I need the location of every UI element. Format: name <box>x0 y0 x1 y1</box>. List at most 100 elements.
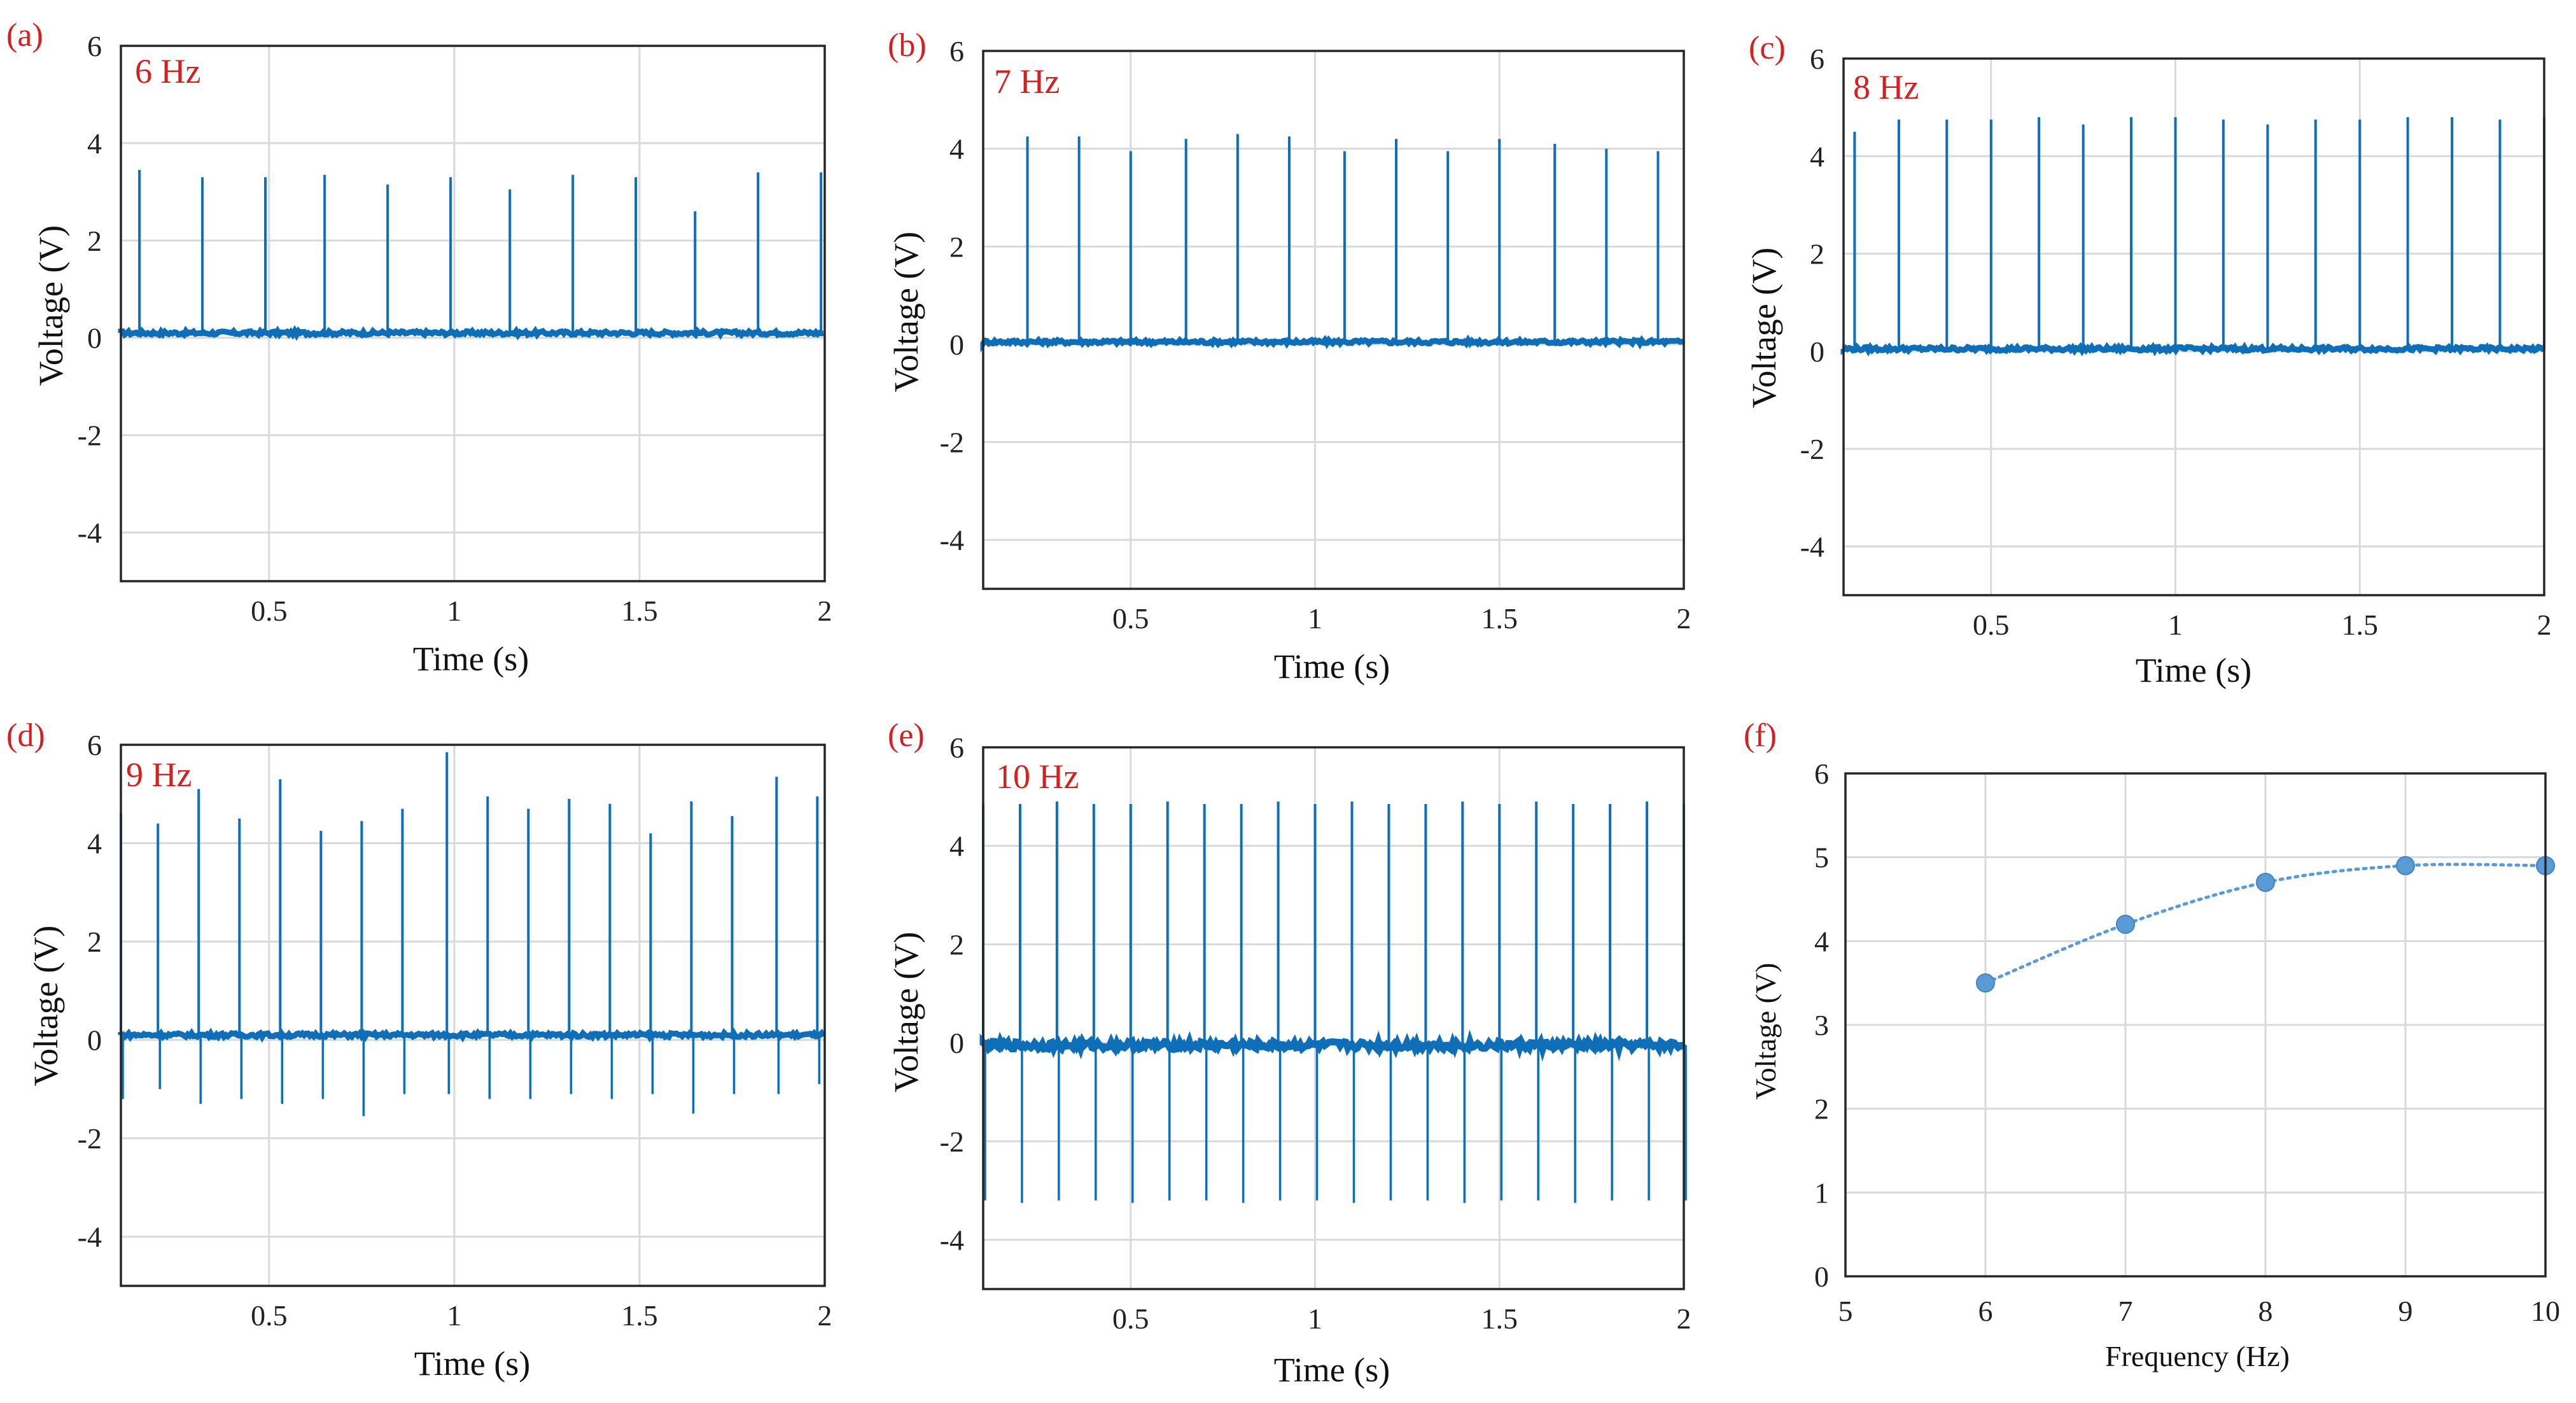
y-tick-label-b: 2 <box>949 230 964 263</box>
x-tick-label-c: 1 <box>2168 609 2183 641</box>
baseline-trace-b <box>980 334 1684 353</box>
y-tick-label-a: 4 <box>87 127 102 160</box>
panel-b: (b) 7 Hz Time (s) Voltage (V) 0.5 1 1.5 2 -4… <box>887 27 1691 686</box>
y-axis-title-c: Voltage (V) <box>1745 248 1783 408</box>
x-tick-label-d: 2 <box>818 1299 832 1332</box>
y-tick-label-d: 6 <box>87 729 102 761</box>
y-tick-label-f: 5 <box>1814 842 1829 874</box>
x-axis-title-d: Time (s) <box>414 1344 531 1383</box>
x-tick-label-c: 0.5 <box>1973 609 2010 641</box>
y-tick-label-b: 0 <box>949 328 964 361</box>
frequency-label-a: 6 Hz <box>135 52 200 90</box>
y-tick-label-a: -4 <box>78 517 102 549</box>
y-tick-label-b: -4 <box>940 524 964 556</box>
plot-frame-f <box>1844 772 2547 1278</box>
y-tick-label-e: -4 <box>940 1224 964 1257</box>
x-axis-title-b: Time (s) <box>1274 647 1390 686</box>
y-tick-label-e: 0 <box>949 1027 964 1059</box>
x-tick-label-d: 1.5 <box>621 1299 658 1332</box>
y-axis-title-a: Voltage (V) <box>32 225 70 386</box>
y-tick-label-c: 0 <box>1810 335 1824 368</box>
y-tick-label-c: 2 <box>1810 238 1824 271</box>
y-tick-label-f: 3 <box>1814 1009 1829 1041</box>
x-tick-label-d: 0.5 <box>251 1299 288 1332</box>
y-tick-label-b: -2 <box>940 427 964 459</box>
y-tick-label-e: 4 <box>949 830 964 863</box>
x-tick-label-e: 1 <box>1308 1302 1322 1335</box>
x-axis-title-c: Time (s) <box>2136 651 2252 689</box>
y-tick-label-f: 0 <box>1814 1260 1829 1293</box>
frequency-label-d: 9 Hz <box>126 756 192 794</box>
x-axis-title-f: Frequency (Hz) <box>2105 1340 2290 1372</box>
y-tick-label-d: 2 <box>87 926 102 958</box>
y-axis-title-b: Voltage (V) <box>887 232 925 392</box>
y-tick-label-f: 2 <box>1814 1093 1829 1125</box>
panel-label-d: (d) <box>6 717 45 754</box>
baseline-trace-c <box>1840 341 2546 357</box>
baseline-trace-e <box>979 1029 1687 1062</box>
y-tick-label-a: 0 <box>87 322 102 355</box>
x-tick-label-b: 2 <box>1677 602 1691 635</box>
x-tick-label-b: 1 <box>1308 602 1322 635</box>
x-tick-label-f: 9 <box>2398 1295 2413 1327</box>
x-tick-label-b: 1.5 <box>1481 602 1518 635</box>
plot-frame-c <box>1842 57 2545 596</box>
frequency-label-e: 10 Hz <box>996 758 1079 796</box>
x-tick-label-a: 1.5 <box>621 595 658 627</box>
x-tick-label-b: 0.5 <box>1112 602 1149 635</box>
y-axis-title-f: Voltage (V) <box>1749 962 1782 1099</box>
y-tick-label-c: 4 <box>1810 140 1824 173</box>
y-tick-label-a: 6 <box>87 30 102 62</box>
x-tick-label-f: 8 <box>2258 1295 2273 1327</box>
data-point-f <box>2116 915 2135 934</box>
x-tick-label-c: 1.5 <box>2342 609 2379 641</box>
panel-label-c: (c) <box>1749 30 1786 66</box>
frequency-label-b: 7 Hz <box>994 62 1060 101</box>
plot-frame-d <box>120 744 826 1287</box>
x-tick-label-e: 1.5 <box>1481 1302 1518 1335</box>
y-tick-label-c: 6 <box>1810 43 1824 75</box>
y-tick-label-e: 2 <box>949 928 964 961</box>
x-tick-label-d: 1 <box>447 1299 461 1332</box>
plot-frame-b <box>982 50 1685 590</box>
x-tick-label-e: 0.5 <box>1112 1302 1149 1335</box>
data-point-f <box>2396 856 2415 875</box>
y-tick-label-c: -2 <box>1800 433 1824 465</box>
x-tick-label-a: 1 <box>447 595 461 627</box>
baseline-trace-d <box>118 1027 826 1043</box>
panel-f: (f) Frequency (Hz) Voltage (V) 5 6 7 8 9 10 0 1… <box>1744 717 2560 1372</box>
y-tick-label-e: 6 <box>949 731 964 764</box>
y-tick-label-b: 4 <box>949 133 964 166</box>
data-point-f <box>1976 973 1995 993</box>
y-tick-label-a: 2 <box>87 225 102 257</box>
y-tick-label-d: -2 <box>78 1122 102 1155</box>
y-axis-title-e: Voltage (V) <box>887 932 925 1092</box>
x-tick-label-a: 2 <box>818 595 832 627</box>
panel-label-e: (e) <box>888 717 925 754</box>
y-tick-label-d: -4 <box>78 1221 102 1253</box>
x-axis-title-a: Time (s) <box>413 640 529 678</box>
panel-d: (d) 9 Hz Time (s) Voltage (V) 0.5 1 1.5 2 -4… <box>6 717 832 1383</box>
frequency-label-c: 8 Hz <box>1853 68 1919 106</box>
y-tick-label-d: 0 <box>87 1024 102 1057</box>
y-tick-label-a: -2 <box>78 419 102 452</box>
y-tick-label-f: 1 <box>1814 1176 1829 1209</box>
data-point-f <box>2256 873 2275 892</box>
x-tick-label-f: 10 <box>2531 1295 2560 1327</box>
y-axis-title-d: Voltage (V) <box>27 926 65 1086</box>
x-tick-label-f: 6 <box>1978 1295 1993 1327</box>
x-tick-label-e: 2 <box>1677 1302 1691 1335</box>
y-tick-label-b: 6 <box>949 35 964 67</box>
panel-label-b: (b) <box>888 27 927 64</box>
plot-frame-a <box>120 45 826 582</box>
panel-a: (a) 6 Hz Time (s) Voltage (V) 0.5 1 1.5 2 -4… <box>6 17 832 678</box>
panel-e: (e) 10 Hz Time (s) Voltage (V) 0.5 1 1.5 2 -… <box>887 717 1691 1389</box>
y-tick-label-f: 6 <box>1814 758 1829 790</box>
x-tick-label-c: 2 <box>2537 609 2552 641</box>
x-tick-label-f: 7 <box>2118 1295 2133 1327</box>
y-tick-label-e: -2 <box>940 1125 964 1158</box>
panel-c: (c) 8 Hz Time (s) Voltage (V) 0.5 1 1.5 2 -4… <box>1745 30 2552 689</box>
plot-frame-e <box>982 746 1685 1290</box>
panel-label-a: (a) <box>6 17 43 53</box>
